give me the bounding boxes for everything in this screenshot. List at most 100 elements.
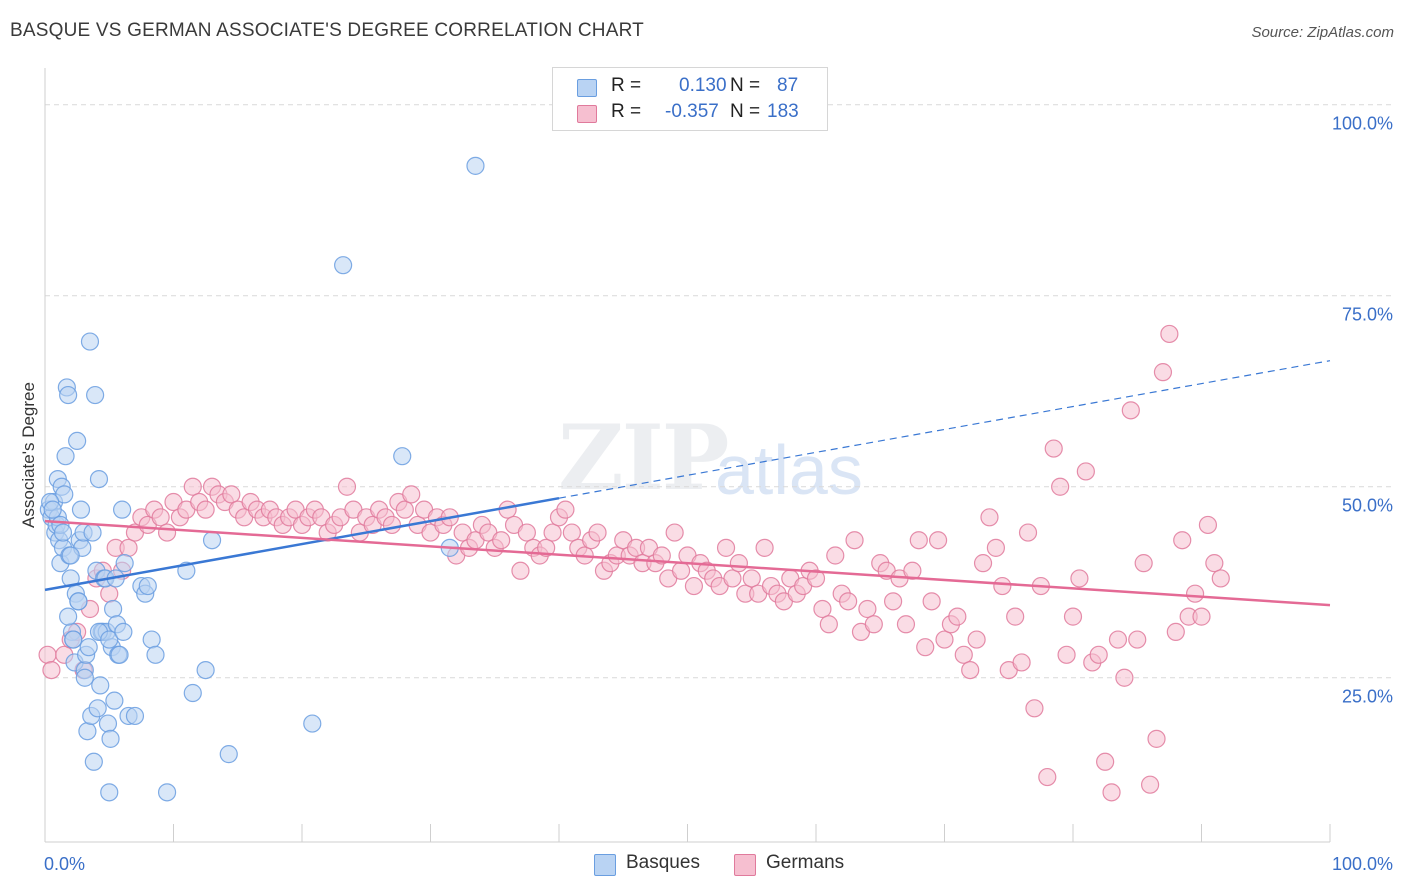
basques-point <box>75 668 94 687</box>
y-tick-label: 25.0% <box>1342 687 1393 707</box>
germans-point <box>916 638 935 657</box>
bottom-swatch-basques <box>594 854 616 876</box>
germans-point <box>729 554 749 573</box>
basques-trend-extension <box>558 360 1331 499</box>
basques-point <box>71 500 91 519</box>
legend-row-germans: R = -0.357 N = 183 <box>553 101 827 127</box>
germans-point <box>935 630 954 649</box>
germans-point <box>742 569 761 588</box>
germans-point <box>1153 363 1173 382</box>
trend-lines <box>44 360 1331 607</box>
legend-swatch-basques <box>577 79 597 97</box>
legend-n-value: 87 <box>777 75 799 96</box>
germans-point <box>1128 630 1147 649</box>
germans-point <box>1089 645 1108 664</box>
basques-point <box>53 523 73 542</box>
germans-point <box>42 660 61 680</box>
germans-point <box>980 508 999 527</box>
germans-point <box>1147 729 1166 748</box>
germans-point <box>1160 324 1179 344</box>
germans-point <box>903 561 922 580</box>
basques-point <box>303 714 322 733</box>
basques-point <box>84 752 103 771</box>
germans-point <box>402 485 421 504</box>
basques-point <box>466 156 485 175</box>
germans-point <box>1006 607 1025 626</box>
germans-point <box>973 554 993 573</box>
germans-point <box>1102 783 1121 802</box>
legend-n-value: 183 <box>767 101 799 122</box>
basques-point <box>157 783 177 802</box>
basques-point <box>393 447 412 466</box>
basques-point <box>68 431 87 450</box>
basques-point <box>100 630 119 649</box>
germans-point <box>38 645 57 664</box>
germans-point <box>1198 515 1218 535</box>
germans-point <box>1012 653 1031 672</box>
legend-swatch-germans <box>577 105 597 123</box>
germans-point <box>883 592 903 611</box>
germans-point <box>1063 607 1083 626</box>
basques-point <box>104 599 123 619</box>
basques-point <box>43 500 62 519</box>
germans-point <box>819 615 838 634</box>
basques-point <box>115 554 134 573</box>
bottom-swatch-germans <box>734 854 756 876</box>
germans-point <box>157 523 177 542</box>
germans-point <box>119 538 138 557</box>
basques-point <box>112 500 132 519</box>
basques-point <box>219 745 238 764</box>
germans-point <box>993 576 1012 596</box>
germans-point <box>1076 462 1095 481</box>
germans-point <box>948 607 967 626</box>
germans-point <box>806 569 826 588</box>
germans-point <box>826 546 845 565</box>
basques-point <box>101 729 120 748</box>
basques-point <box>64 630 83 649</box>
legend-r-value: -0.357 <box>665 101 719 122</box>
legend-n-label: N = <box>730 101 761 122</box>
germans-point <box>986 538 1006 557</box>
germans-point <box>1173 531 1192 550</box>
chart-title: BASQUE VS GERMAN ASSOCIATE'S DEGREE CORR… <box>10 20 644 41</box>
germans-point <box>1115 668 1134 687</box>
basques-trend-line <box>44 496 560 592</box>
legend-n-label: N = <box>730 75 761 96</box>
germans-trend-line <box>44 519 1331 607</box>
basques-point <box>98 714 118 733</box>
germans-point <box>967 630 986 649</box>
source-credit: Source: ZipAtlas.com <box>1251 24 1394 41</box>
germans-point <box>1070 569 1089 588</box>
germans-point <box>954 645 973 664</box>
basques-point <box>202 531 222 550</box>
germans-point <box>1038 767 1057 787</box>
germans-point <box>1134 554 1153 573</box>
germans-point <box>909 531 928 550</box>
germans-point <box>395 500 414 519</box>
germans-point <box>588 523 607 542</box>
basques-point <box>91 676 110 695</box>
basques-point <box>61 546 80 565</box>
germans-point <box>1140 775 1160 794</box>
basques-point <box>59 607 78 626</box>
germans-point <box>1025 699 1044 718</box>
y-tick-label: 100.0% <box>1332 114 1393 134</box>
germans-point <box>337 477 357 496</box>
basques-point <box>88 699 107 718</box>
bottom-legend-label: Germans <box>766 852 845 873</box>
basques-point <box>196 660 215 680</box>
y-tick-label: 50.0% <box>1342 496 1393 516</box>
germans-point <box>1185 584 1205 603</box>
germans-point <box>151 508 170 527</box>
germans-point <box>1051 477 1070 496</box>
germans-point <box>845 531 864 550</box>
basques-point <box>125 706 145 726</box>
germans-point <box>492 531 511 550</box>
basques-point <box>105 691 124 710</box>
germans-point <box>1057 645 1076 664</box>
germans-point <box>222 485 241 504</box>
basques-point <box>59 385 78 405</box>
germans-point <box>1108 630 1128 649</box>
germans-point <box>556 500 575 519</box>
